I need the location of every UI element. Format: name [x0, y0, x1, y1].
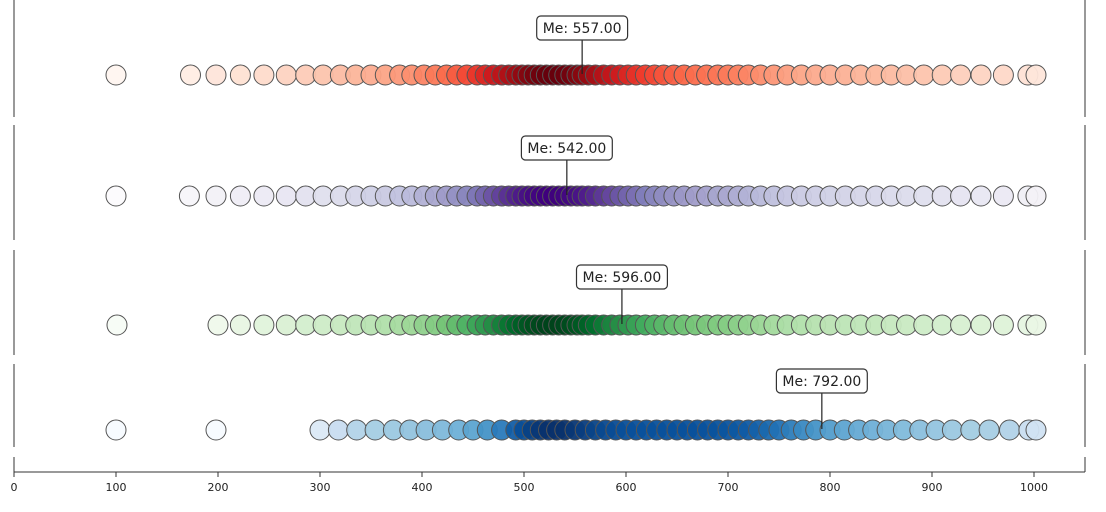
- data-point: [931, 185, 953, 207]
- data-point: [992, 185, 1014, 207]
- data-point: [999, 419, 1020, 441]
- data-point: [970, 185, 992, 207]
- data-point: [970, 314, 992, 336]
- data-point: [253, 314, 275, 336]
- x-tick-label: 800: [820, 481, 841, 494]
- x-tick-label: 700: [718, 481, 739, 494]
- data-point: [950, 64, 972, 86]
- data-point: [205, 419, 227, 441]
- x-tick-label: 900: [922, 481, 943, 494]
- data-point: [229, 314, 251, 336]
- median-label: Me: 792.00: [782, 374, 861, 390]
- data-point: [106, 314, 128, 336]
- data-point: [275, 314, 297, 336]
- data-point: [309, 419, 331, 441]
- data-point: [275, 64, 297, 86]
- median-label-box: [536, 15, 629, 41]
- data-point: [180, 64, 201, 86]
- data-point: [931, 314, 953, 336]
- x-tick-label: 600: [616, 481, 637, 494]
- data-point: [207, 314, 229, 336]
- median-label-box: [775, 368, 868, 394]
- x-tick-label: 100: [106, 481, 127, 494]
- data-point: [205, 185, 227, 207]
- data-point: [913, 64, 935, 86]
- data-point: [364, 419, 386, 441]
- data-point: [105, 185, 127, 207]
- data-point: [941, 419, 963, 441]
- data-point: [950, 314, 972, 336]
- x-tick-label: 400: [412, 481, 433, 494]
- data-point: [275, 185, 297, 207]
- data-point: [992, 64, 1014, 86]
- data-point: [913, 314, 935, 336]
- data-point: [253, 185, 275, 207]
- median-label-box: [575, 264, 669, 290]
- data-point: [327, 419, 349, 441]
- data-point: [1025, 64, 1047, 86]
- median-label: Me: 596.00: [582, 270, 661, 286]
- data-point: [931, 64, 953, 86]
- data-point: [970, 64, 992, 86]
- data-point: [992, 314, 1014, 336]
- median-label-box: [520, 135, 613, 161]
- x-tick-label: 500: [514, 481, 535, 494]
- data-point: [229, 185, 251, 207]
- data-point: [1025, 419, 1047, 441]
- x-tick-label: 300: [310, 481, 331, 494]
- data-point: [178, 185, 200, 207]
- x-tick-label: 0: [11, 481, 18, 494]
- median-label: Me: 542.00: [527, 141, 606, 157]
- data-point: [950, 185, 972, 207]
- data-point: [960, 419, 982, 441]
- median-label: Me: 557.00: [543, 21, 622, 37]
- data-point: [1025, 185, 1047, 207]
- x-tick-label: 200: [208, 481, 229, 494]
- data-point: [913, 185, 935, 207]
- data-point: [229, 64, 251, 86]
- data-point: [205, 64, 227, 86]
- x-tick-label: 1000: [1020, 481, 1048, 494]
- data-point: [1025, 314, 1047, 336]
- data-point: [346, 419, 368, 441]
- data-point: [253, 64, 275, 86]
- data-point: [105, 64, 127, 86]
- data-point: [105, 419, 127, 441]
- data-point: [978, 419, 1000, 441]
